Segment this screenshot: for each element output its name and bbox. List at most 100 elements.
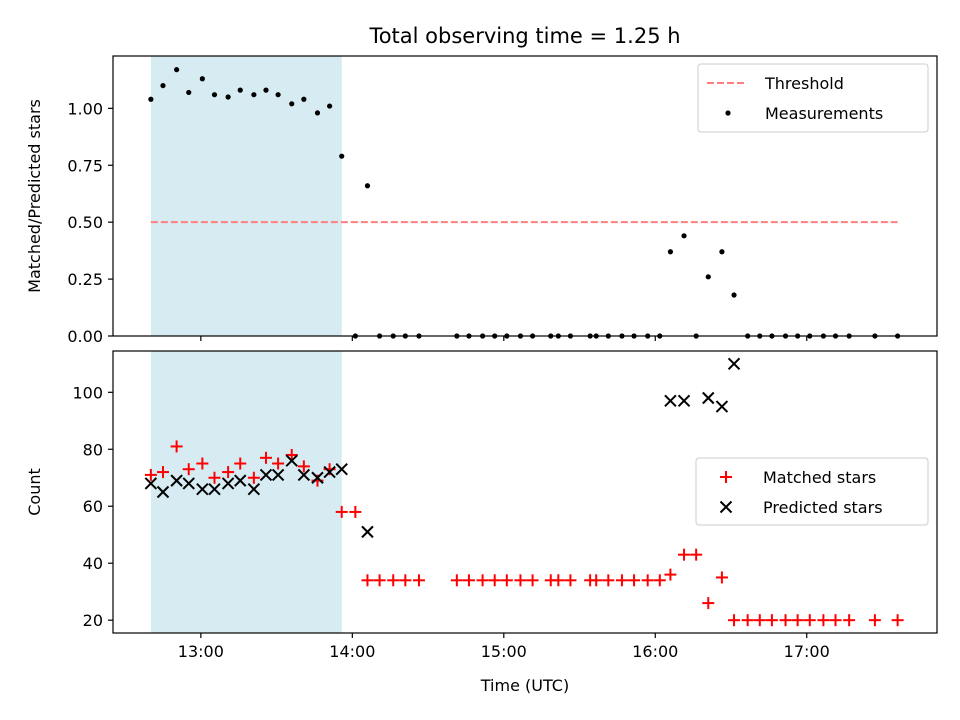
- y-tick-label: 80: [83, 440, 103, 459]
- matched-point: [803, 614, 816, 627]
- measurement-point: [174, 67, 180, 73]
- legend-marker: [719, 500, 733, 514]
- predicted-point: [144, 477, 158, 490]
- matched-point: [373, 574, 386, 587]
- measurement-point: [211, 92, 218, 98]
- matched-point: [387, 574, 400, 587]
- legend-label: Measurements: [765, 104, 883, 123]
- measurement-point: [199, 76, 205, 82]
- measurement-point: [148, 96, 154, 102]
- y-tick-label: 0.00: [67, 327, 103, 346]
- predicted-point: [221, 477, 235, 490]
- measurement-point: [275, 92, 281, 98]
- matched-point: [664, 568, 677, 581]
- measurement-point: [225, 94, 231, 100]
- matched-point: [641, 574, 654, 587]
- y-tick-label: 40: [83, 554, 103, 573]
- count-panel: 13:00 14:00 15:00 16:00 17:00 20 40 60 80 100 Coun…: [25, 350, 938, 695]
- x-tick-label: 17:00: [784, 642, 830, 661]
- axes-frame: [112, 55, 938, 337]
- matched-point: [259, 451, 272, 464]
- axes-frame: [112, 350, 938, 634]
- matched-point: [488, 574, 501, 587]
- legend-label: Threshold: [764, 74, 844, 93]
- matched-point: [514, 574, 527, 587]
- matched-point: [678, 548, 691, 561]
- predicted-point: [702, 391, 715, 405]
- measurement-point: [339, 153, 345, 159]
- predicted-point: [196, 482, 209, 496]
- x-tick-label: 16:00: [632, 642, 678, 661]
- predicted-point: [247, 482, 261, 496]
- matched-point: [690, 548, 703, 561]
- measurement-point: [251, 92, 257, 98]
- chart-title: Total observing time = 1.25 h: [368, 24, 680, 48]
- y-tick-label: 0.25: [67, 270, 103, 289]
- measurement-point: [263, 87, 269, 93]
- predicted-point: [335, 463, 348, 476]
- legend-box: [697, 63, 929, 133]
- matched-point: [868, 614, 881, 627]
- matched-point: [412, 574, 425, 587]
- matched-point: [702, 597, 715, 610]
- y-tick-label: 20: [83, 611, 103, 630]
- matched-point: [615, 574, 628, 587]
- predicted-point: [311, 471, 324, 484]
- ratio-panel: 0.00 0.25 0.50 0.75 1.00 Matched/Predicted st…: [25, 55, 938, 346]
- measurement-point: [314, 110, 321, 116]
- matched-point: [144, 468, 157, 481]
- measurement-point: [160, 82, 166, 89]
- matched-point: [170, 440, 183, 453]
- observing-window-shade: [150, 56, 342, 336]
- matched-point: [715, 571, 728, 584]
- matched-point: [765, 614, 778, 627]
- predicted-point: [182, 477, 195, 490]
- matched-point: [741, 614, 754, 627]
- matched-point: [361, 574, 374, 587]
- predicted-point: [234, 474, 247, 487]
- matched-point: [462, 574, 475, 587]
- predicted-point: [259, 468, 273, 482]
- measurement-point: [731, 292, 737, 298]
- matched-point: [476, 574, 489, 587]
- measurement-point: [681, 233, 687, 239]
- legend: Threshold Measurements: [697, 63, 929, 133]
- predicted-point: [361, 525, 374, 539]
- matched-point: [602, 574, 615, 587]
- matched-point: [779, 614, 792, 627]
- matched-point: [450, 574, 463, 587]
- measurement-point: [364, 183, 371, 189]
- matched-point: [891, 614, 904, 627]
- matched-point: [564, 574, 577, 587]
- predicted-point: [285, 454, 298, 467]
- matched-point: [843, 614, 856, 627]
- x-tick-label: 14:00: [329, 642, 375, 661]
- observing-window-shade: [150, 351, 342, 633]
- legend-label: Matched stars: [763, 468, 876, 487]
- matched-point: [272, 457, 285, 470]
- matched-point: [156, 466, 169, 479]
- matched-point: [234, 457, 247, 470]
- predicted-point: [170, 474, 183, 487]
- predicted-point: [323, 465, 336, 479]
- matched-point: [728, 614, 741, 627]
- predicted-point: [156, 485, 170, 499]
- matched-point: [285, 448, 298, 461]
- predicted-point: [727, 357, 741, 371]
- legend-label: Predicted stars: [763, 498, 883, 517]
- matched-point: [182, 463, 195, 476]
- y-axis-label: Count: [25, 468, 44, 516]
- y-tick-label: 1.00: [67, 99, 103, 118]
- matched-point: [500, 574, 513, 587]
- matched-point: [653, 574, 666, 587]
- y-tick-label: 100: [72, 383, 103, 402]
- measurement-point: [186, 89, 192, 96]
- measurement-point: [301, 96, 307, 102]
- predicted-point: [208, 482, 221, 496]
- x-tick-label: 15:00: [481, 642, 527, 661]
- predicted-point: [664, 394, 677, 408]
- measurement-point: [719, 249, 725, 255]
- predicted-point: [271, 468, 285, 482]
- matched-point: [590, 574, 603, 587]
- matched-point: [349, 505, 362, 518]
